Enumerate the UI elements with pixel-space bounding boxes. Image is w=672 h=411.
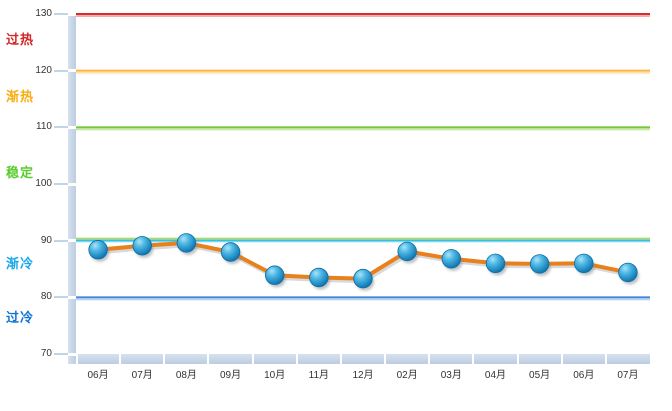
x-axis-label-12: 07月 <box>617 370 639 381</box>
axis-band-gap <box>68 352 76 356</box>
data-point-8[interactable] <box>441 249 462 269</box>
axis-band-gap <box>516 354 519 364</box>
zone-label-2: 稳定 <box>6 164 35 180</box>
data-point-0[interactable] <box>88 240 108 260</box>
x-axis-label-8: 03月 <box>440 370 462 381</box>
x-axis-label-10: 05月 <box>529 370 551 381</box>
zone-label-1: 渐热 <box>6 88 35 104</box>
y-tick-label: 130 <box>35 8 52 19</box>
data-point-12[interactable] <box>618 262 638 283</box>
axis-band-gap <box>68 182 76 186</box>
zone-label-0: 过热 <box>6 32 35 48</box>
y-tick-label: 120 <box>35 64 52 76</box>
x-axis-label-1: 07月 <box>131 370 153 381</box>
threshold-line-80 <box>76 296 650 299</box>
axis-band-gap <box>560 354 563 364</box>
y-tickmark-80 <box>54 296 68 299</box>
axis-band-gap <box>339 354 342 364</box>
threshold-glow-110 <box>76 128 650 131</box>
x-axis-label-4: 10月 <box>264 370 286 381</box>
threshold-line-120 <box>76 69 650 72</box>
y-tick-label: 90 <box>40 234 52 246</box>
y-tickmark-100 <box>54 183 68 185</box>
threshold-line-90-upper <box>76 237 650 240</box>
y-tickmark-120 <box>54 69 68 72</box>
data-point-11[interactable] <box>574 253 594 274</box>
x-axis-label-11: 06月 <box>573 370 595 381</box>
data-point-6[interactable] <box>353 268 373 289</box>
data-point-4[interactable] <box>264 265 285 285</box>
threshold-glow-130 <box>76 15 650 17</box>
data-point-3[interactable] <box>220 242 241 262</box>
axis-band-gap <box>68 12 76 16</box>
data-point-1[interactable] <box>132 236 152 256</box>
axis-band-gap <box>251 354 254 364</box>
axis-band-gap <box>68 125 76 129</box>
axis-band-gap <box>68 295 76 299</box>
y-tickmark-70 <box>54 353 68 355</box>
y-tickmark-110 <box>54 126 68 129</box>
y-tickmark-90 <box>54 239 68 242</box>
axis-band-gap <box>119 354 122 364</box>
axis-band-gap <box>68 69 76 73</box>
data-point-7[interactable] <box>397 241 417 262</box>
y-tick-label: 110 <box>36 121 52 133</box>
threshold-glow-120 <box>76 71 650 74</box>
threshold-line-110 <box>76 126 650 129</box>
zone-label-3: 渐冷 <box>6 256 35 272</box>
threshold-glow-80 <box>76 298 650 301</box>
x-axis-label-6: 12月 <box>352 370 374 381</box>
x-axis-label-7: 02月 <box>396 370 418 381</box>
axis-band-gap <box>384 354 387 364</box>
axis-band-gap <box>295 354 298 364</box>
data-point-9[interactable] <box>485 253 506 274</box>
y-axis-band <box>68 14 76 364</box>
axis-band-gap <box>68 239 76 243</box>
y-tick-label: 80 <box>40 291 52 303</box>
x-axis-band <box>78 354 650 364</box>
y-tick-label: 70 <box>40 348 52 359</box>
x-axis-label-3: 09月 <box>219 370 242 381</box>
zone-label-4: 过冷 <box>6 310 35 326</box>
x-axis-label-5: 11月 <box>308 370 330 381</box>
threshold-glow-90 <box>76 241 650 243</box>
data-point-2[interactable] <box>176 233 197 253</box>
y-tick-label: 100 <box>35 178 52 189</box>
axis-band-gap <box>472 354 475 364</box>
axis-band-gap <box>428 354 431 364</box>
axis-band-gap <box>604 354 607 364</box>
x-axis-label-2: 08月 <box>175 370 197 381</box>
data-point-10[interactable] <box>529 254 550 274</box>
x-axis-label-9: 04月 <box>484 370 507 381</box>
x-axis-label-0: 06月 <box>87 370 109 381</box>
data-point-5[interactable] <box>309 267 329 288</box>
threshold-line-90 <box>76 239 650 242</box>
axis-band-gap <box>163 354 166 364</box>
axis-band-gap <box>207 354 210 364</box>
y-tickmark-130 <box>54 13 68 15</box>
threshold-line-130 <box>76 13 650 15</box>
